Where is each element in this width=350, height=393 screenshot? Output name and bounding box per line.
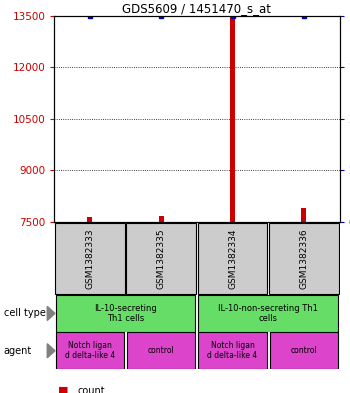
Text: GSM1382334: GSM1382334 — [228, 228, 237, 288]
Text: Notch ligan
d delta-like 4: Notch ligan d delta-like 4 — [65, 341, 115, 360]
Text: control: control — [290, 346, 317, 355]
Polygon shape — [47, 343, 55, 358]
Bar — [88, 217, 92, 222]
Polygon shape — [47, 307, 55, 320]
Bar — [269, 223, 339, 294]
Text: GSM1382336: GSM1382336 — [299, 228, 308, 289]
Bar — [198, 332, 267, 369]
Bar — [230, 16, 235, 222]
Bar — [301, 208, 306, 222]
Text: cell type: cell type — [4, 309, 46, 318]
Text: count: count — [77, 386, 105, 393]
Text: ■: ■ — [58, 386, 68, 393]
Bar — [198, 295, 338, 332]
Text: control: control — [148, 346, 175, 355]
Bar — [198, 223, 267, 294]
Bar — [270, 332, 338, 369]
Text: Notch ligan
d delta-like 4: Notch ligan d delta-like 4 — [208, 341, 258, 360]
Title: GDS5609 / 1451470_s_at: GDS5609 / 1451470_s_at — [122, 2, 271, 15]
Bar — [55, 223, 125, 294]
Bar — [56, 295, 195, 332]
Bar — [159, 216, 164, 222]
Text: GSM1382335: GSM1382335 — [157, 228, 166, 289]
Text: IL-10-secreting
Th1 cells: IL-10-secreting Th1 cells — [94, 304, 157, 323]
Bar — [56, 332, 124, 369]
Bar — [127, 332, 195, 369]
Text: agent: agent — [4, 346, 32, 356]
Text: IL-10-non-secreting Th1
cells: IL-10-non-secreting Th1 cells — [218, 304, 318, 323]
Bar — [126, 223, 196, 294]
Text: GSM1382333: GSM1382333 — [85, 228, 94, 289]
